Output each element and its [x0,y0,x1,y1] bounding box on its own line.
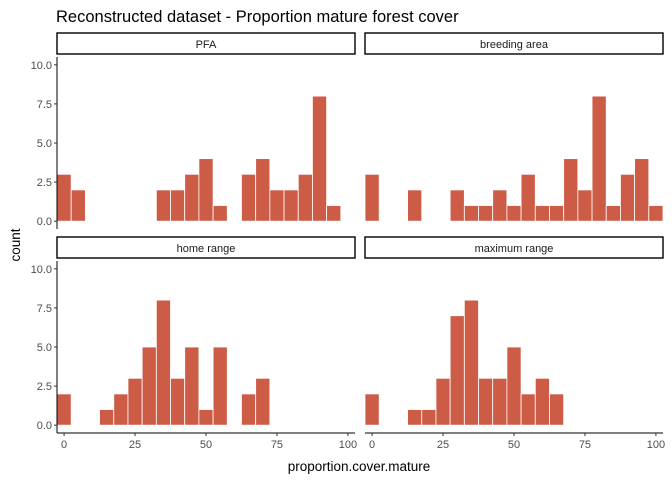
histogram-bar [634,158,650,222]
facet-strip [56,236,356,259]
histogram-bar [241,173,257,222]
histogram-bar [407,189,423,222]
histogram-bar [56,173,72,222]
y-tick-label: 5.0 [37,342,52,354]
histogram-bar [113,393,129,426]
y-tick-label: 10.0 [31,264,52,276]
histogram-bar [577,189,593,222]
histogram-bar [198,409,214,426]
y-tick-label: 0.0 [37,216,52,228]
histogram-bar [605,205,621,222]
y-tick-label: 0.0 [37,420,52,432]
histogram-bar [549,393,565,426]
facet-strip-label: breeding area [480,39,549,51]
histogram-bar [255,377,271,426]
histogram-bar [269,189,285,222]
histogram-bar [198,158,214,222]
histogram-bar [212,346,228,426]
histogram-bar [506,205,522,222]
x-tick-label: 0 [369,439,375,451]
x-tick-label: 50 [200,439,212,451]
y-tick-label: 5.0 [37,138,52,150]
histogram-bar [449,189,465,222]
facet-breeding-area: breeding area [364,32,664,222]
histogram-bar [563,158,579,222]
y-tick-label: 7.5 [37,303,52,315]
histogram-bar [478,205,494,222]
histogram-bar [326,205,342,222]
histogram-bar [170,377,186,426]
histogram-bar [463,299,479,426]
histogram-bar [99,409,115,426]
histogram-bar [141,346,157,426]
facet-home-range: home range 0.0 2.5 5.0 7.5 10.0 0 25 50 75 100 [31,236,357,451]
x-tick-label: 0 [61,439,67,451]
histogram-bar [170,189,186,222]
facet-strip-label: maximum range [475,243,554,255]
histogram-bar [435,377,451,426]
x-axis-title: proportion.cover.mature [288,459,431,474]
histogram-bar [549,205,565,222]
histogram-bar [155,189,171,222]
facet-strip [364,236,664,259]
histogram-bar [520,393,536,426]
histogram-bar [421,409,437,426]
histogram-bar [70,189,86,222]
histogram-bar [407,409,423,426]
histogram-bar [241,393,257,426]
facet-strip [56,32,356,55]
histogram-bar [155,299,171,426]
histogram-bar [127,377,143,426]
histogram-bar [520,173,536,222]
histogram-bar [534,377,550,426]
facet-strip-label: PFA [196,39,217,51]
histogram-bar [492,189,508,222]
x-tick-label: 75 [579,439,591,451]
x-tick-label: 100 [647,439,665,451]
histogram-bar [506,346,522,426]
histogram-bar [534,205,550,222]
y-tick-label: 2.5 [37,381,52,393]
x-tick-label: 100 [339,439,357,451]
x-tick-label: 25 [129,439,141,451]
facet-strip-label: home range [177,243,236,255]
x-tick-label: 25 [437,439,449,451]
facet-maximum-range: maximum range 0 25 50 75 100 [364,236,665,451]
histogram-bar [449,315,465,426]
histogram-bar [478,377,494,426]
x-tick-label: 50 [508,439,520,451]
y-tick-label: 10.0 [31,60,52,72]
histogram-bar [184,346,200,426]
chart-title: Reconstructed dataset - Proportion matur… [56,8,459,26]
facet-pfa: PFA 0.0 2.5 5.0 7.5 10.0 [31,32,356,229]
facet-strip [364,32,664,55]
histogram-bar [184,173,200,222]
histogram-bar [283,189,299,222]
histogram-bar [212,205,228,222]
histogram-bar [364,173,380,222]
histogram-bar [492,377,508,426]
histogram-bar [620,173,636,222]
histogram-bar [364,393,380,426]
histogram-bar [591,95,607,222]
histogram-bar [255,158,271,222]
histogram-bar [312,95,328,222]
histogram-bar [648,205,664,222]
facet-panels: PFA 0.0 2.5 5.0 7.5 10.0 breeding area home ran… [31,32,665,451]
histogram-bar [463,205,479,222]
histogram-bar [297,173,313,222]
y-tick-label: 2.5 [37,177,52,189]
x-tick-label: 75 [271,439,283,451]
y-axis-title: count [8,228,23,261]
y-tick-label: 7.5 [37,99,52,111]
histogram-bar [56,393,72,426]
